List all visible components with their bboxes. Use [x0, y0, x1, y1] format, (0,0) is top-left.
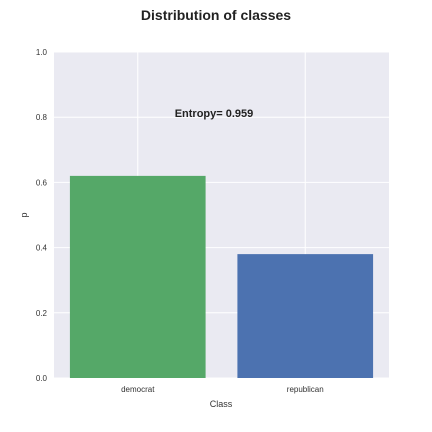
x-axis-label: Class [210, 399, 233, 409]
chart-title: Distribution of classes [141, 7, 291, 23]
y-tick-label: 0.8 [36, 113, 48, 122]
x-tick-label-republican: republican [287, 385, 324, 394]
x-tick-label-democrat: democrat [121, 385, 155, 394]
y-tick-label: 0.2 [36, 309, 48, 318]
y-tick-labels: 0.0 0.2 0.4 0.6 0.8 1.0 [36, 48, 48, 383]
y-tick-label: 0.0 [36, 374, 48, 383]
y-tick-label: 1.0 [36, 48, 48, 57]
y-axis-label: p [19, 212, 29, 217]
x-tick-labels: democrat republican [121, 385, 324, 394]
bar-republican [237, 254, 374, 378]
bars [69, 175, 374, 378]
y-tick-label: 0.6 [36, 178, 48, 187]
bar-democrat [69, 175, 206, 378]
y-tick-label: 0.4 [36, 244, 48, 253]
entropy-annotation: Entropy= 0.959 [175, 108, 254, 120]
